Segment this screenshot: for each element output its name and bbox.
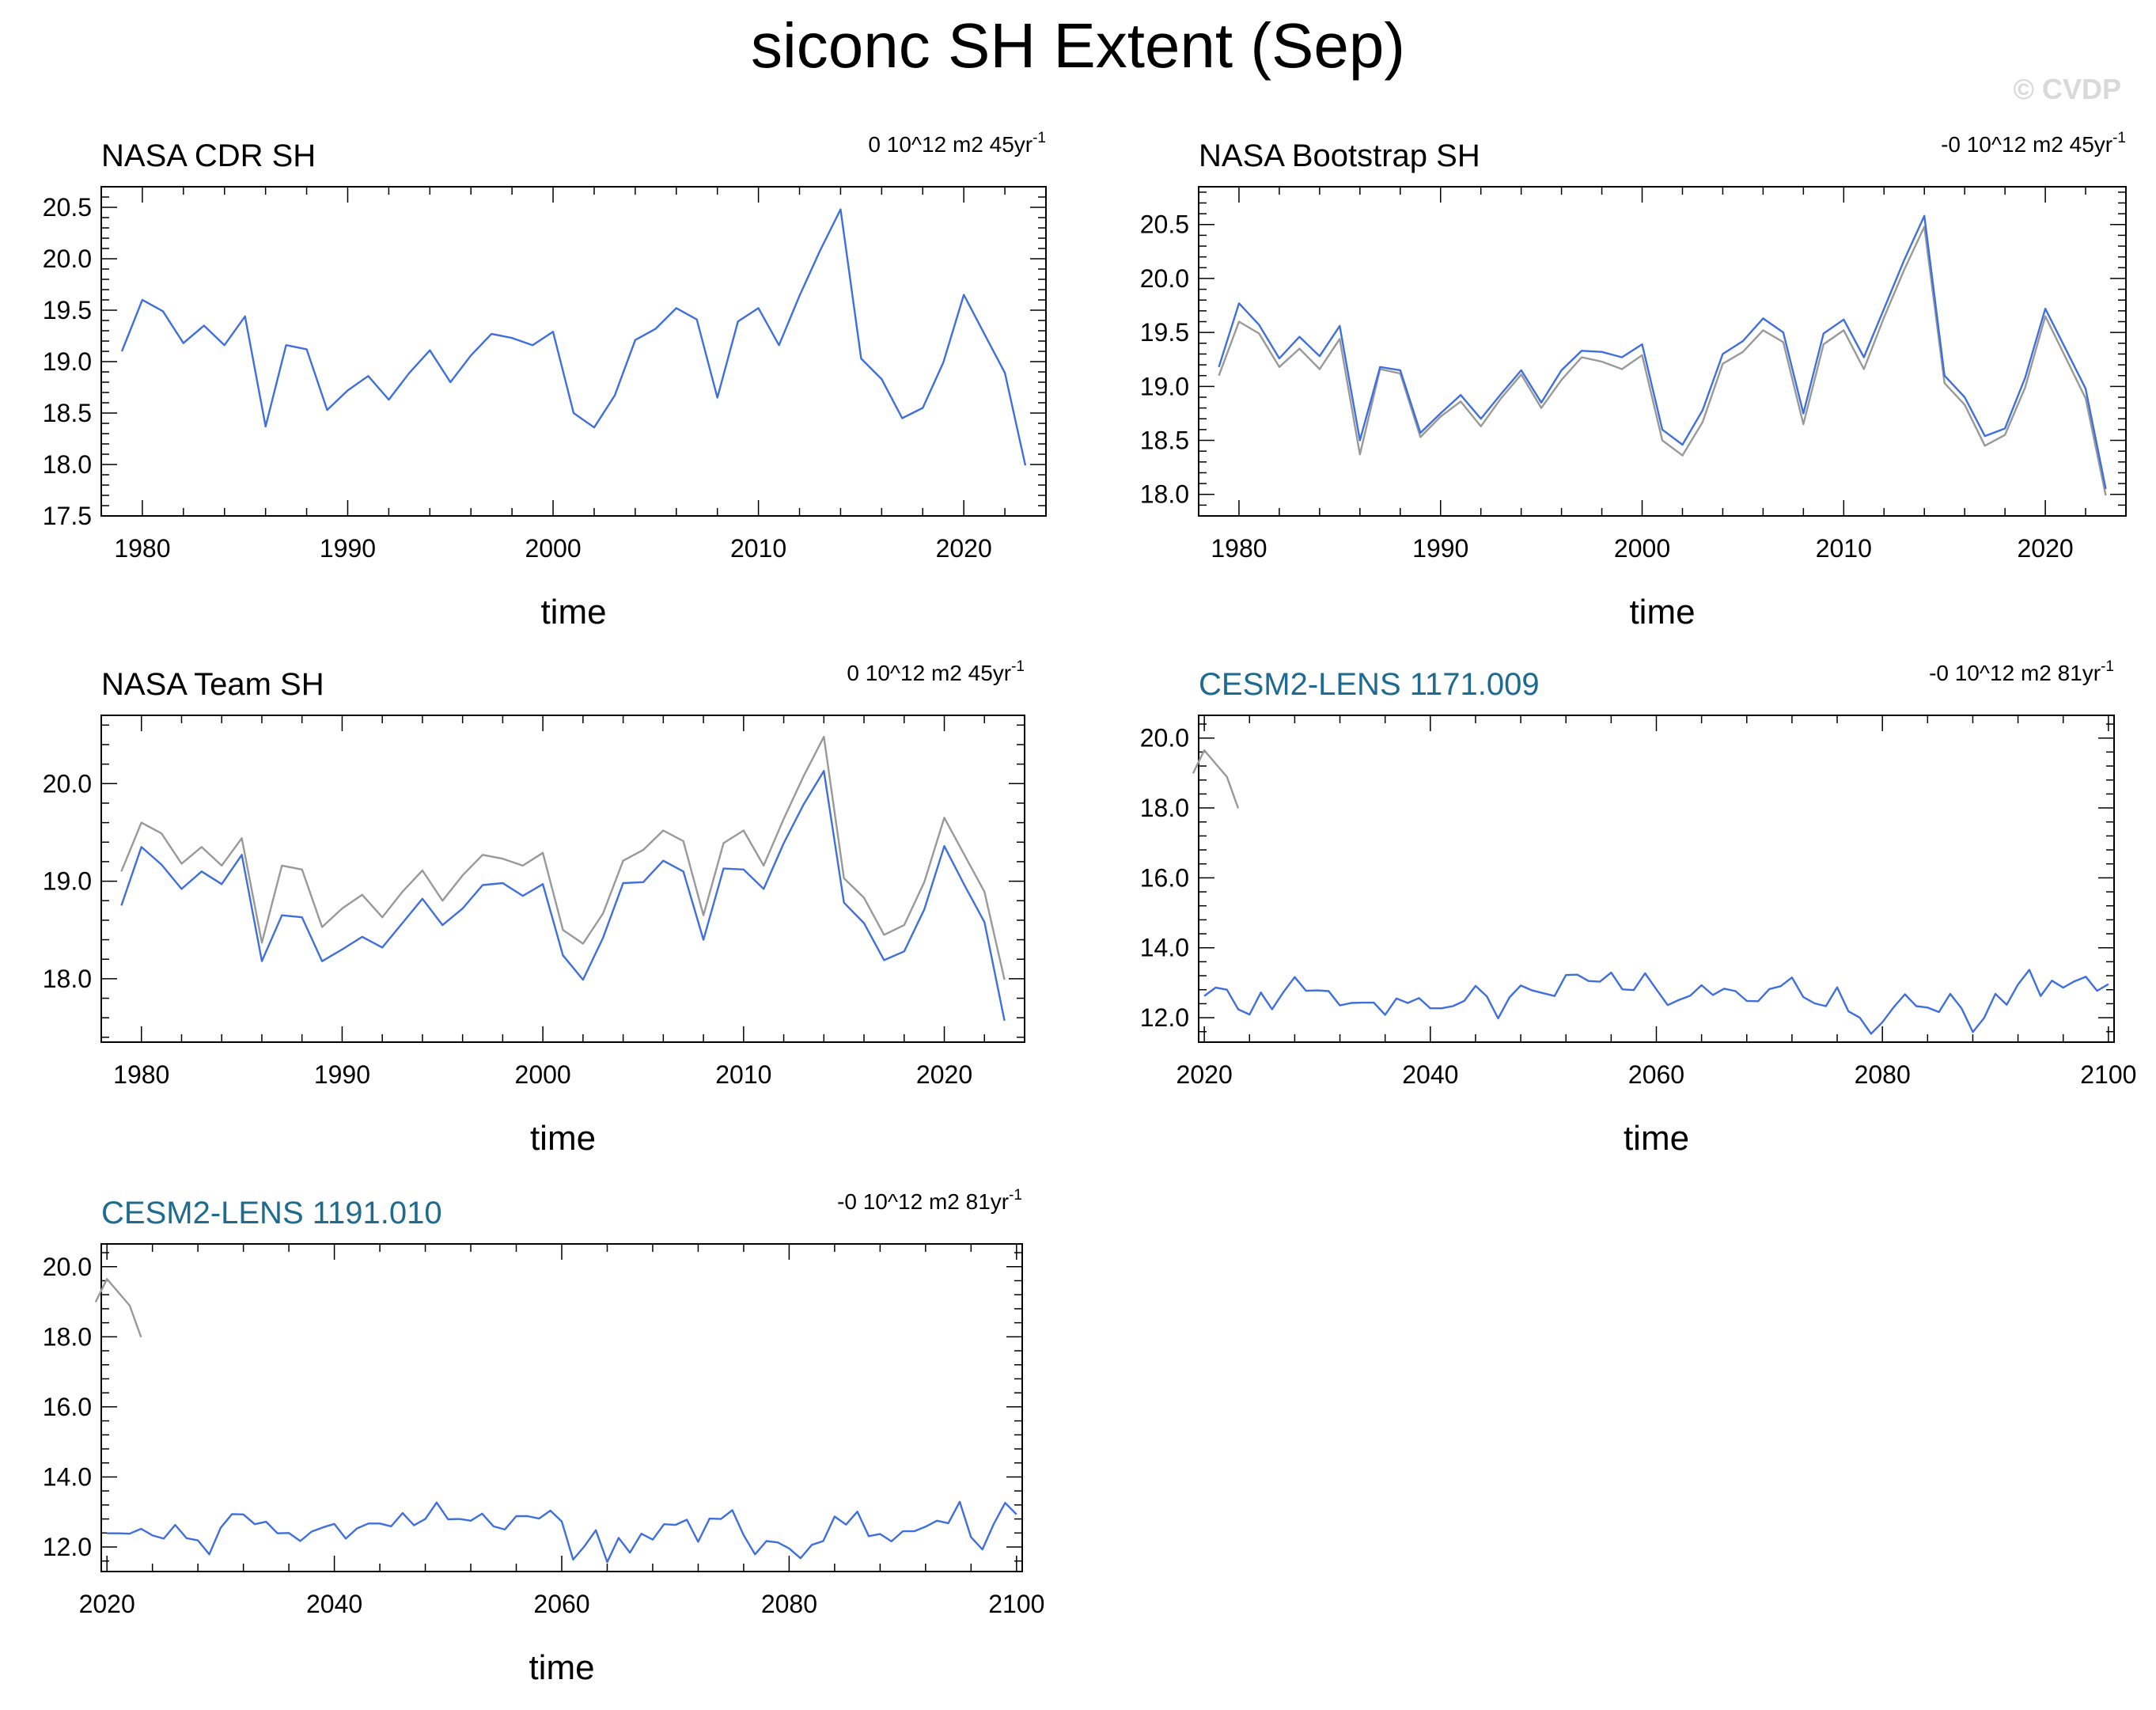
x-tick-label: 1990 [314,1060,370,1089]
series-line [120,208,1027,466]
y-tick-label: 18.0 [43,965,92,993]
watermark-text: © CVDP [2013,73,2121,105]
x-tick-label: 2060 [533,1590,589,1618]
x-tick-label: 1980 [113,1060,169,1089]
series-line [107,1500,1017,1564]
trend-label: -0 10^12 m2 81yr-1 [837,1187,1022,1214]
y-tick-label: 17.5 [43,502,92,530]
panel-title: NASA CDR SH [101,138,316,173]
plot-frame [1198,715,2115,1043]
y-tick-label: 14.0 [1140,934,1189,962]
x-tick-label: 2000 [515,1060,571,1089]
panel-title: CESM2-LENS 1191.010 [101,1196,442,1230]
x-tick-label: 2020 [916,1060,972,1089]
x-tick-label: 2020 [1177,1060,1233,1089]
trend-label: -0 10^12 m2 81yr-1 [1929,658,2114,685]
x-tick-label: 2100 [2080,1060,2136,1089]
y-tick-label: 18.0 [1140,480,1189,509]
x-tick-label: 2010 [715,1060,771,1089]
plot-frame [100,715,1025,1043]
x-tick-label: 2000 [1614,534,1670,563]
x-axis-title: time [1629,593,1695,631]
x-tick-label: 1980 [1211,534,1267,563]
y-tick-label: 18.0 [1140,794,1189,822]
series-line [1203,969,2109,1035]
x-tick-label: 1990 [1412,534,1468,563]
x-axis-title: time [530,1119,596,1158]
x-tick-label: 2000 [525,534,581,563]
series-line [120,770,1006,1022]
x-tick-label: 1990 [320,534,376,563]
x-tick-label: 2010 [1816,534,1872,563]
plot-frame [1198,186,2127,517]
plot-frame [100,186,1047,517]
y-tick-label: 18.0 [43,450,92,479]
chart-panel-2: 1980 1990 2000 2010 2020 18.0 18.5 19.0 19.5 20.0… [1140,130,2127,631]
observed-series-line [1218,226,2107,496]
observed-series-line [94,1278,142,1338]
x-axis-title: time [1624,1119,1689,1158]
chart-panel-5: 2020 2040 2060 2080 2100 12.0 14.0 16.0 18.0 20.0… [43,1187,1045,1687]
y-tick-label: 19.5 [1140,318,1189,347]
y-tick-label: 16.0 [43,1393,92,1421]
y-tick-label: 19.5 [43,296,92,324]
y-tick-label: 20.0 [1140,264,1189,293]
x-tick-label: 2040 [1402,1060,1458,1089]
y-tick-label: 20.0 [1140,724,1189,753]
x-tick-label: 2020 [79,1590,135,1618]
series-line [1218,214,2107,490]
observed-series-line [120,735,1006,980]
x-tick-label: 2040 [306,1590,362,1618]
x-tick-label: 2080 [1855,1060,1911,1089]
trend-label: 0 10^12 m2 45yr-1 [847,658,1025,685]
y-tick-label: 20.0 [43,1253,92,1281]
y-tick-label: 19.0 [43,867,92,896]
y-tick-label: 20.5 [43,193,92,222]
x-tick-label: 2100 [988,1590,1044,1618]
observed-series-line [1192,749,1240,809]
y-tick-label: 20.0 [43,245,92,273]
y-tick-label: 19.0 [43,347,92,376]
x-tick-label: 2010 [730,534,786,563]
chart-panel-3: 1980 1990 2000 2010 2020 18.0 19.0 20.0 time NASA… [43,658,1025,1158]
chart-panel-4: 2020 2040 2060 2080 2100 12.0 14.0 16.0 18.0 20.0… [1140,658,2137,1158]
panel-title: CESM2-LENS 1171.009 [1199,667,1540,702]
y-tick-label: 18.5 [1140,427,1189,455]
x-tick-label: 2060 [1628,1060,1684,1089]
y-tick-label: 20.5 [1140,210,1189,239]
y-tick-label: 19.0 [1140,372,1189,400]
x-tick-label: 1980 [114,534,170,563]
x-axis-title: time [540,593,606,631]
y-tick-label: 16.0 [1140,863,1189,892]
y-tick-label: 18.0 [43,1322,92,1351]
figure-title: siconc SH Extent (Sep) [751,10,1405,81]
trend-label: 0 10^12 m2 45yr-1 [868,130,1046,157]
x-tick-label: 2020 [2017,534,2073,563]
chart-panel-1: 1980 1990 2000 2010 2020 17.5 18.0 18.5 19.0 19.5… [43,130,1047,631]
x-axis-title: time [529,1648,594,1687]
y-tick-label: 20.0 [43,769,92,798]
x-tick-label: 2080 [761,1590,817,1618]
panel-title: NASA Team SH [101,667,324,702]
panel-title: NASA Bootstrap SH [1199,138,1480,173]
y-tick-label: 14.0 [43,1462,92,1491]
trend-label: -0 10^12 m2 45yr-1 [1941,130,2126,157]
x-tick-label: 2020 [936,534,992,563]
y-tick-label: 18.5 [43,399,92,427]
y-tick-label: 12.0 [43,1533,92,1561]
y-tick-label: 12.0 [1140,1003,1189,1032]
